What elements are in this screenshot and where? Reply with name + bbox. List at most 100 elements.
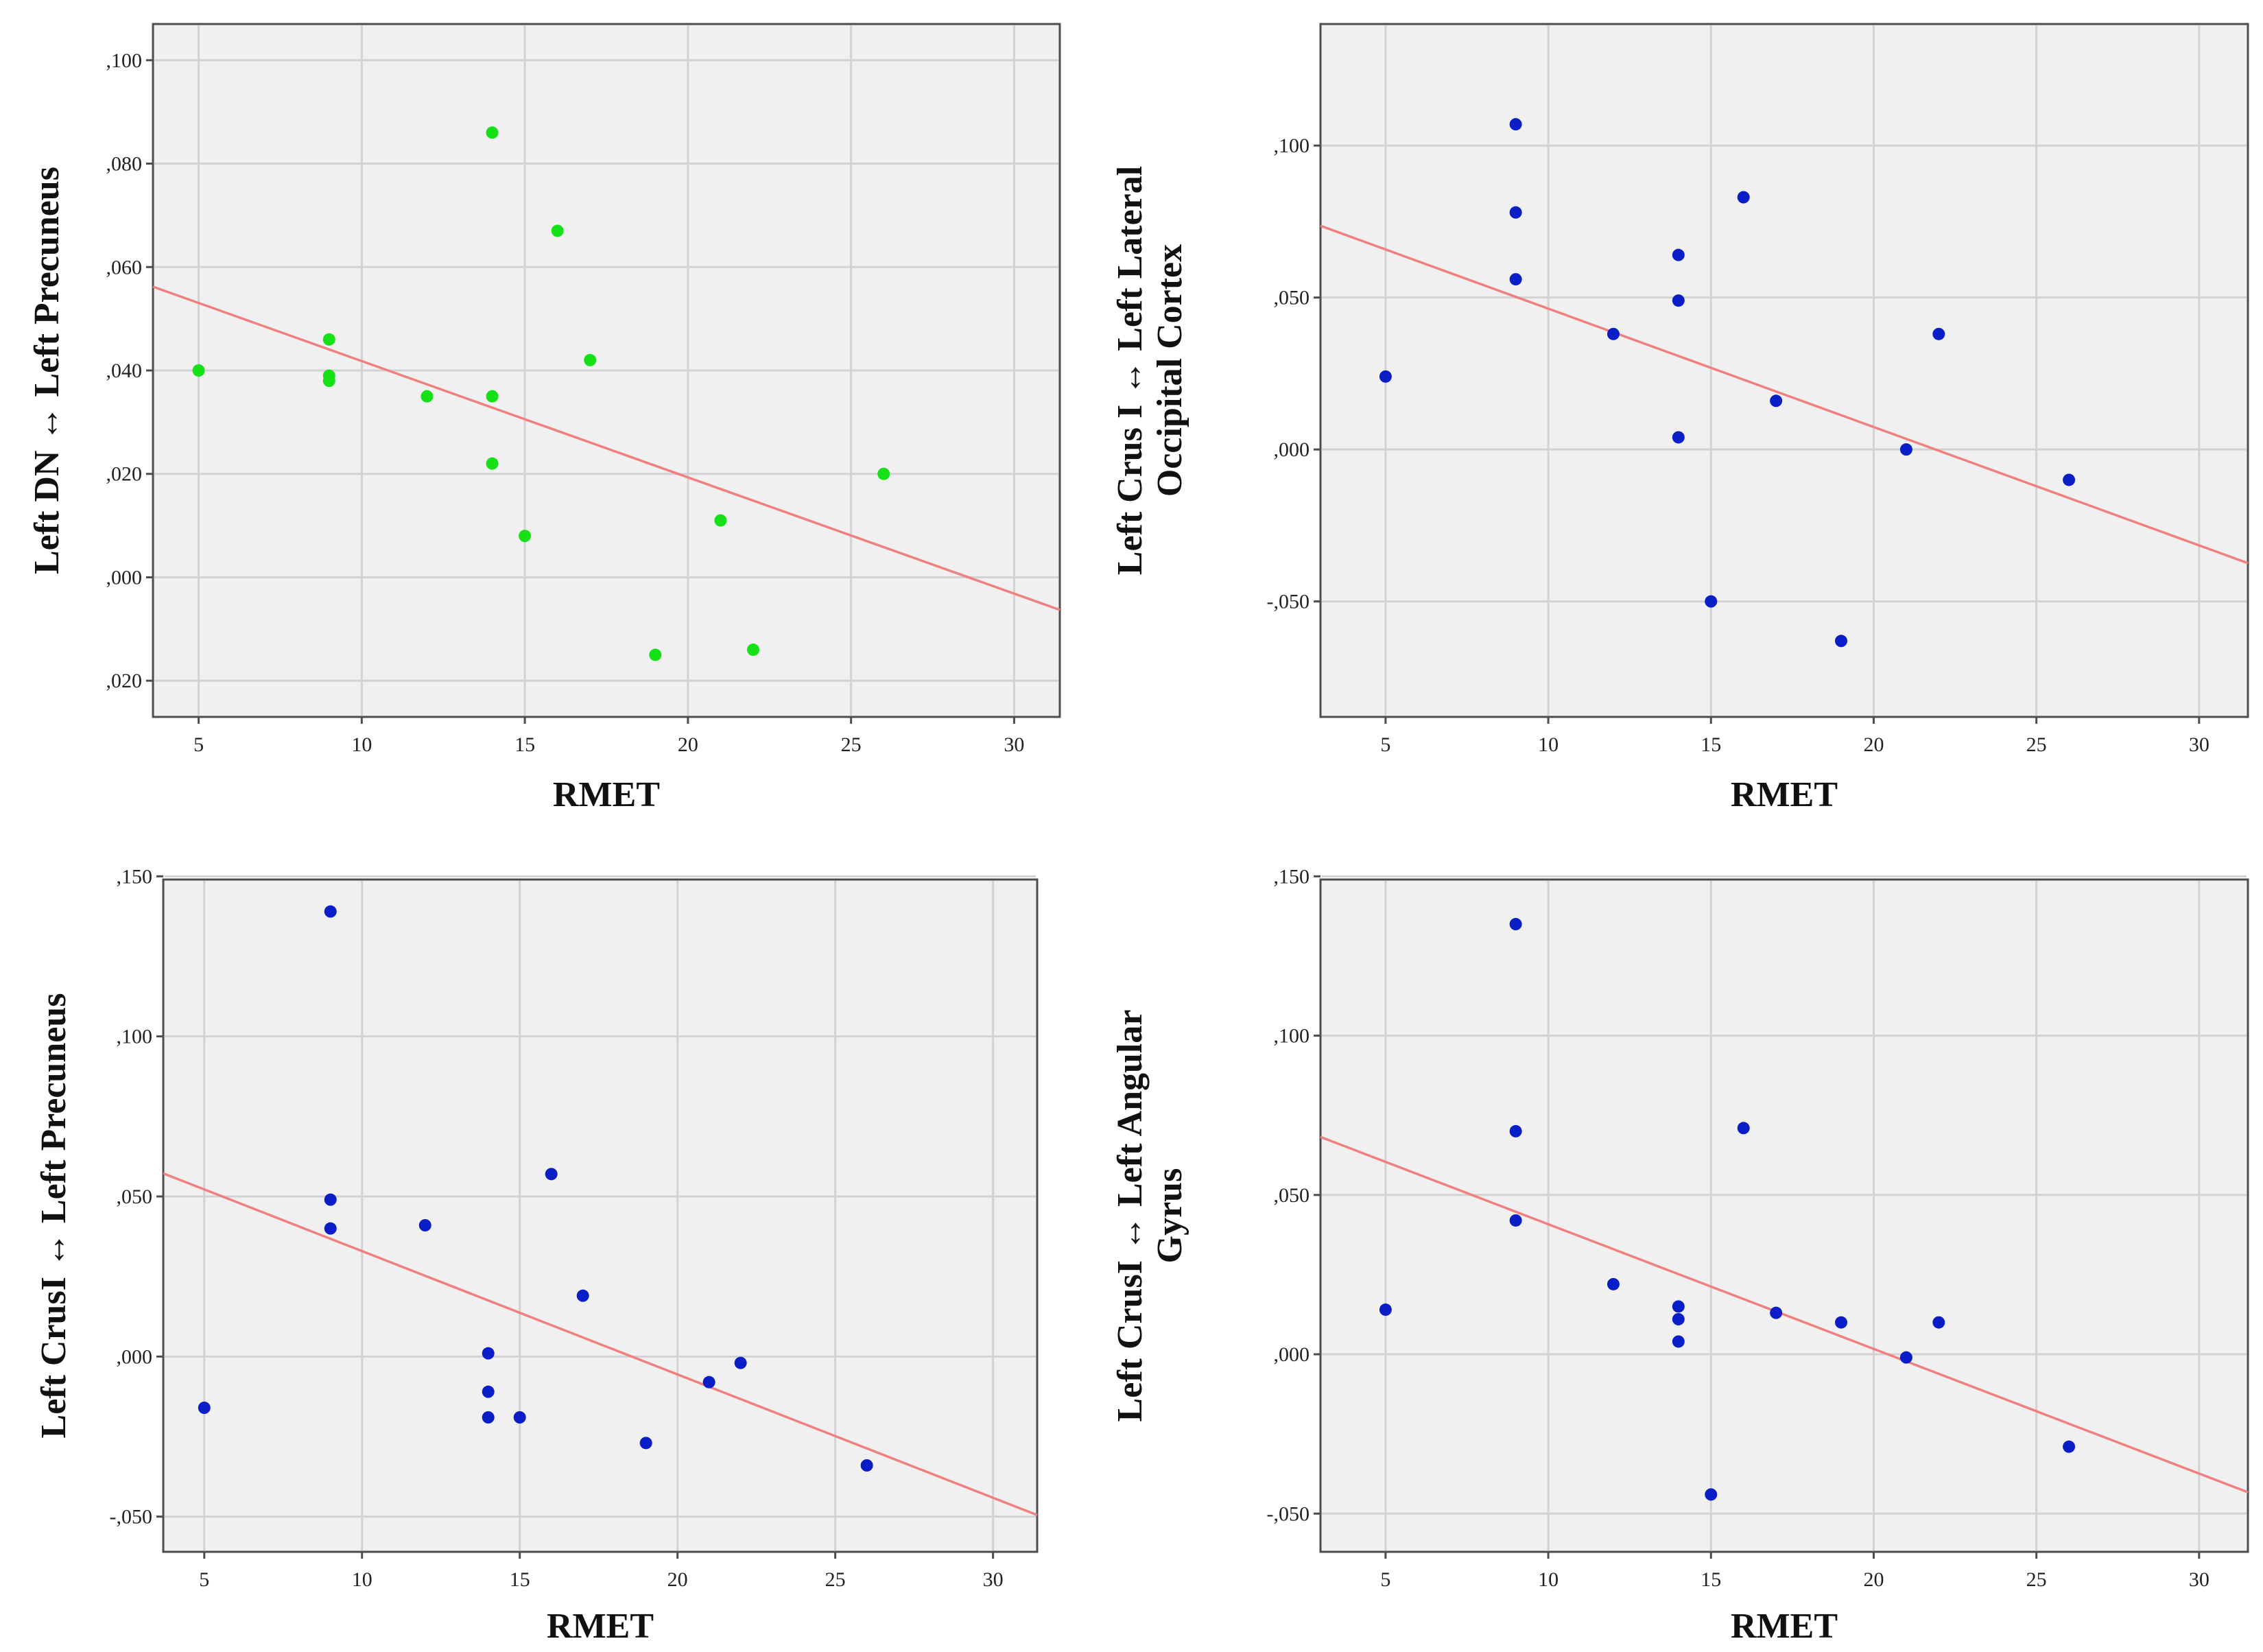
y-tick-label: ,050 (1274, 287, 1310, 309)
x-tick-label: 10 (1538, 733, 1559, 756)
data-point (322, 333, 335, 346)
data-point (482, 1385, 495, 1398)
data-point (649, 648, 662, 661)
x-tick-label: 10 (1538, 1568, 1559, 1591)
x-tick-label: 20 (678, 733, 698, 756)
x-tick-label: 25 (825, 1568, 846, 1591)
data-point (324, 905, 337, 918)
y-tick-label: ,050 (117, 1185, 153, 1208)
data-point (482, 1347, 495, 1360)
y-tick-label: ,050 (1274, 1184, 1310, 1207)
x-tick-label: 20 (1863, 1568, 1884, 1591)
data-point (1672, 248, 1685, 261)
data-point (486, 457, 499, 470)
data-point (877, 467, 890, 480)
data-point (1932, 1316, 1945, 1329)
fit-line (152, 285, 1061, 611)
x-tick-label: 20 (667, 1568, 688, 1591)
x-tick-label: 5 (1380, 1568, 1390, 1591)
plot-border (1319, 878, 2249, 1553)
x-axis-label: RMET (1731, 1607, 1838, 1646)
data-point (1607, 327, 1620, 340)
data-point (1509, 918, 1522, 931)
data-point (198, 1402, 211, 1414)
y-axis-label: Gyrus (1150, 1168, 1189, 1264)
plot-border (152, 23, 1061, 718)
data-point (2063, 1440, 2076, 1453)
data-point (1932, 327, 1945, 340)
y-tick-label: ,020 (106, 463, 143, 486)
data-point (734, 1356, 747, 1369)
data-point (1509, 1214, 1522, 1227)
data-point (486, 390, 499, 403)
x-tick-label: 5 (199, 1568, 209, 1591)
data-point (519, 530, 532, 543)
data-point (192, 364, 205, 377)
data-point (1672, 1312, 1685, 1325)
data-point (322, 375, 335, 388)
x-tick-label: 10 (352, 1568, 372, 1591)
x-tick-label: 15 (510, 1568, 530, 1591)
y-tick-label: ,080 (106, 153, 143, 176)
y-tick-label: -,050 (110, 1506, 153, 1529)
data-point (714, 514, 727, 527)
y-tick-label: ,000 (106, 566, 143, 589)
y-tick-label: ,100 (1274, 134, 1310, 157)
data-point (545, 1168, 558, 1181)
fit-line (163, 1172, 1038, 1516)
data-point (1509, 118, 1522, 131)
x-tick-label: 10 (351, 733, 372, 756)
data-point (702, 1376, 715, 1389)
y-tick-label: ,000 (117, 1345, 153, 1368)
x-tick-label: 30 (1004, 733, 1024, 756)
fit-line (1320, 224, 2249, 565)
x-tick-label: 15 (1701, 1568, 1721, 1591)
scatter-panel-1: 5 10 15 20 25 30 ,020 ,000 ,020 ,040 ,060 ,080 ,100 R… (27, 23, 1061, 814)
data-point (1770, 394, 1783, 408)
x-tick-label: 5 (193, 733, 204, 756)
plot-area (1319, 23, 2249, 718)
data-point (513, 1411, 526, 1424)
data-point (1672, 1300, 1685, 1313)
data-point (1835, 1316, 1848, 1329)
data-point (746, 644, 759, 657)
x-tick-label: 30 (2189, 1568, 2209, 1591)
y-tick-label: -,050 (1267, 1502, 1310, 1525)
plot-border (1319, 23, 2249, 718)
data-point (1737, 191, 1750, 204)
x-tick-label: 25 (2026, 1568, 2047, 1591)
plot-area (1319, 878, 2249, 1553)
y-tick-label: ,020 (106, 670, 143, 692)
y-axis-label: Left DN ↔ Left Precuneus (27, 167, 67, 574)
data-point (584, 353, 597, 366)
data-point (324, 1222, 337, 1235)
data-point (1899, 443, 1912, 456)
data-point (1737, 1122, 1750, 1135)
x-tick-label: 20 (1863, 733, 1884, 756)
data-point (482, 1411, 495, 1424)
data-point (1607, 1277, 1620, 1290)
x-tick-label: 30 (983, 1568, 1004, 1591)
scatter-panel-4: 5 10 15 20 25 30 -,050 ,000 ,050 ,100 ,150 RMET Left… (1111, 865, 2249, 1646)
y-axis-label: Left CrusI ↔ Left Angular (1111, 1010, 1150, 1422)
y-tick-label: ,000 (1274, 438, 1310, 461)
data-point (576, 1289, 589, 1302)
data-point (1379, 370, 1392, 383)
y-tick-label: -,050 (1267, 591, 1310, 613)
fit-line (1320, 1135, 2249, 1494)
x-axis-label: RMET (553, 775, 660, 814)
data-point (420, 390, 434, 403)
plot-border (162, 878, 1039, 1553)
x-tick-label: 30 (2189, 733, 2209, 756)
data-point (1672, 431, 1685, 444)
data-point (1509, 206, 1522, 219)
y-tick-label: ,150 (117, 865, 153, 888)
y-tick-label: ,040 (106, 359, 143, 382)
x-tick-label: 15 (514, 733, 535, 756)
y-tick-label: ,000 (1274, 1343, 1310, 1366)
y-tick-label: ,060 (106, 256, 143, 279)
data-point (1672, 1335, 1685, 1348)
y-axis-label: Left CrusI ↔ Left Precuneus (34, 993, 73, 1439)
x-tick-label: 25 (2026, 733, 2047, 756)
